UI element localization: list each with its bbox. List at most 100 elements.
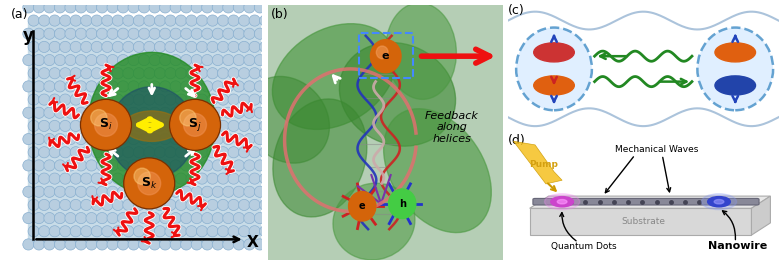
- Circle shape: [91, 226, 103, 237]
- Circle shape: [180, 55, 192, 66]
- Circle shape: [118, 134, 129, 145]
- Circle shape: [23, 213, 34, 224]
- Circle shape: [33, 28, 45, 39]
- Ellipse shape: [546, 198, 579, 205]
- Circle shape: [217, 199, 229, 210]
- Text: $\mathbf{S}_{i}$: $\mathbf{S}_{i}$: [100, 117, 113, 132]
- Circle shape: [260, 120, 270, 131]
- Circle shape: [265, 55, 276, 66]
- Circle shape: [38, 68, 49, 79]
- Circle shape: [143, 226, 155, 237]
- Circle shape: [207, 147, 218, 158]
- Circle shape: [60, 226, 71, 237]
- Circle shape: [260, 94, 270, 105]
- Circle shape: [217, 147, 229, 158]
- Circle shape: [149, 186, 160, 197]
- Circle shape: [234, 239, 245, 250]
- Circle shape: [82, 101, 130, 149]
- Circle shape: [212, 160, 223, 171]
- Circle shape: [91, 110, 107, 126]
- Circle shape: [107, 213, 118, 224]
- Circle shape: [234, 81, 245, 92]
- Circle shape: [180, 186, 192, 197]
- Circle shape: [176, 173, 187, 184]
- Circle shape: [197, 226, 208, 237]
- Circle shape: [212, 107, 223, 118]
- Circle shape: [154, 173, 165, 184]
- Circle shape: [170, 213, 181, 224]
- Circle shape: [238, 120, 250, 131]
- Circle shape: [186, 199, 197, 210]
- Circle shape: [33, 81, 45, 92]
- Ellipse shape: [702, 198, 735, 205]
- Circle shape: [260, 15, 270, 26]
- Circle shape: [44, 134, 55, 145]
- Circle shape: [201, 55, 213, 66]
- Circle shape: [112, 41, 123, 52]
- Circle shape: [234, 107, 245, 118]
- Circle shape: [65, 107, 76, 118]
- Circle shape: [102, 120, 113, 131]
- Circle shape: [270, 41, 281, 52]
- Circle shape: [23, 55, 34, 66]
- Circle shape: [197, 147, 208, 158]
- Text: (c): (c): [508, 4, 524, 17]
- Circle shape: [123, 173, 134, 184]
- Circle shape: [28, 41, 39, 52]
- Circle shape: [191, 81, 202, 92]
- Circle shape: [139, 2, 150, 13]
- Circle shape: [165, 147, 176, 158]
- Circle shape: [75, 107, 86, 118]
- Circle shape: [180, 81, 192, 92]
- Circle shape: [107, 186, 118, 197]
- Circle shape: [223, 107, 234, 118]
- Circle shape: [244, 2, 255, 13]
- Circle shape: [38, 199, 49, 210]
- Circle shape: [154, 15, 165, 26]
- Circle shape: [143, 68, 155, 79]
- Circle shape: [86, 160, 97, 171]
- Circle shape: [265, 2, 276, 13]
- Ellipse shape: [124, 111, 180, 142]
- Circle shape: [23, 239, 34, 250]
- Circle shape: [133, 41, 144, 52]
- Circle shape: [170, 134, 181, 145]
- Circle shape: [160, 186, 171, 197]
- Circle shape: [234, 186, 245, 197]
- Circle shape: [86, 55, 97, 66]
- Circle shape: [128, 134, 140, 145]
- Circle shape: [33, 134, 45, 145]
- Circle shape: [133, 173, 144, 184]
- Circle shape: [38, 94, 49, 105]
- Circle shape: [207, 15, 218, 26]
- Circle shape: [201, 28, 213, 39]
- Circle shape: [244, 213, 255, 224]
- Circle shape: [223, 213, 234, 224]
- Circle shape: [186, 226, 197, 237]
- Circle shape: [33, 186, 45, 197]
- Circle shape: [160, 213, 171, 224]
- Circle shape: [143, 15, 155, 26]
- Circle shape: [265, 107, 276, 118]
- Circle shape: [160, 239, 171, 250]
- Circle shape: [91, 41, 103, 52]
- Circle shape: [238, 199, 250, 210]
- Circle shape: [38, 41, 49, 52]
- Circle shape: [138, 172, 161, 195]
- Circle shape: [223, 160, 234, 171]
- Circle shape: [118, 2, 129, 13]
- Circle shape: [86, 81, 97, 92]
- Circle shape: [708, 197, 731, 207]
- Circle shape: [244, 28, 255, 39]
- Circle shape: [28, 226, 39, 237]
- Circle shape: [265, 28, 276, 39]
- Circle shape: [118, 186, 129, 197]
- Circle shape: [254, 134, 266, 145]
- Circle shape: [180, 110, 196, 126]
- Text: e: e: [382, 51, 390, 61]
- Circle shape: [160, 2, 171, 13]
- Circle shape: [54, 160, 66, 171]
- Circle shape: [170, 28, 181, 39]
- Circle shape: [44, 81, 55, 92]
- Circle shape: [128, 107, 140, 118]
